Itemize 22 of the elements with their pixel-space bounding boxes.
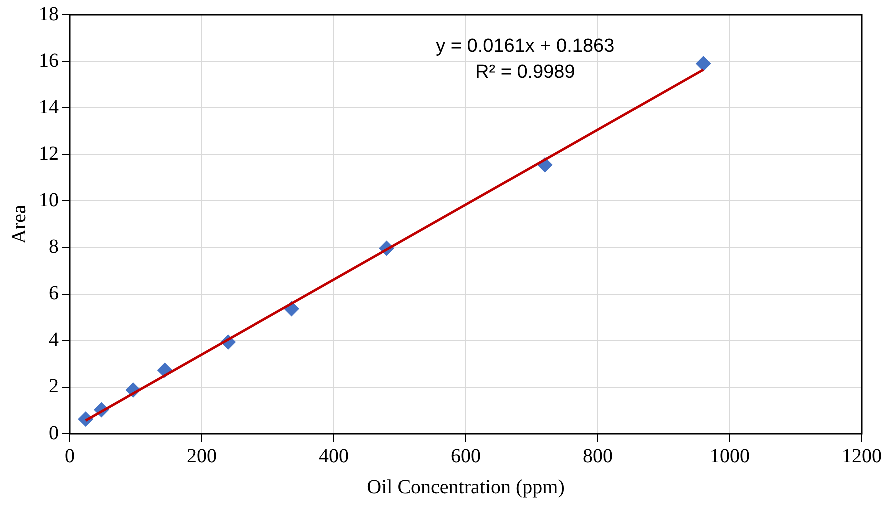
point [696, 56, 712, 72]
x-tick-label: 200 [187, 445, 217, 468]
y-tick-label: 4 [49, 329, 59, 352]
x-tick-label: 1200 [842, 445, 882, 468]
y-tick-label: 6 [49, 282, 59, 305]
x-tick-label: 1000 [710, 445, 750, 468]
x-axis-title: Oil Concentration (ppm) [367, 476, 565, 498]
x-tick-label: 600 [451, 445, 481, 468]
x-tick-label: 800 [583, 445, 613, 468]
y-tick-label: 18 [39, 3, 59, 26]
annotation: R² = 0.9989 [475, 62, 576, 84]
x-tick-label: 0 [65, 445, 75, 468]
annotation: y = 0.0161x + 0.1863 [436, 36, 615, 58]
x-tick-label: 400 [319, 445, 349, 468]
y-tick-label: 0 [49, 422, 59, 444]
y-axis-title: Area [8, 204, 30, 244]
y-tick-label: 10 [39, 189, 59, 212]
y-tick-label: 12 [39, 142, 59, 165]
y-tick-label: 14 [39, 96, 59, 118]
y-tick-label: 16 [39, 50, 59, 72]
y-tick-label: 2 [49, 376, 59, 398]
y-tick-label: 8 [49, 236, 59, 258]
